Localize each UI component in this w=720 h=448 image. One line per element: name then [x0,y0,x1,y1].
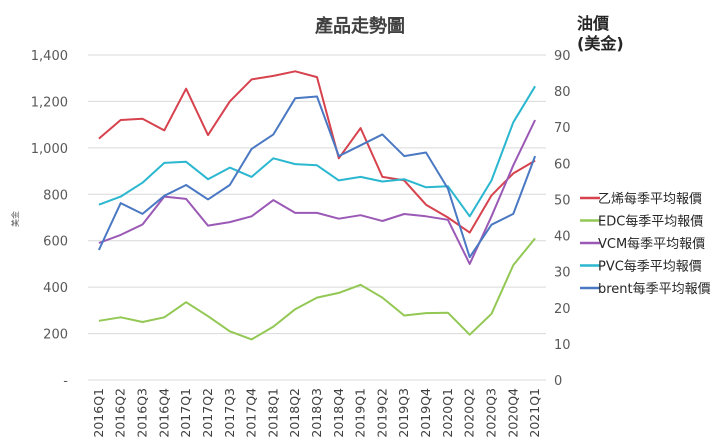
right-axis-ticks: 0 10 20 30 40 50 60 70 80 90 [554,49,571,389]
x-tick-label: 2018Q3 [309,388,324,438]
left-axis-label: 美金 [10,211,20,227]
left-axis-ticks: - 200 400 600 800 1,000 1,200 1,400 [31,49,69,389]
left-tick-label: 800 [43,188,68,203]
left-tick-label: 400 [43,281,68,296]
x-tick-label: 2017Q3 [222,388,237,438]
series-line-2 [98,119,537,265]
series-line-3 [98,85,536,218]
right-tick-label: 40 [554,230,571,245]
left-tick-label: 1,000 [31,142,68,157]
x-tick-label: 2019Q4 [418,388,433,438]
series-line-0 [98,70,536,234]
x-tick-label: 2017Q2 [200,388,215,438]
right-tick-label: 60 [554,157,571,172]
x-tick-label: 2020Q4 [505,388,520,438]
gridlines [88,54,546,381]
left-tick-label: 600 [43,235,68,250]
legend-label: 乙烯每季平均報價 [598,191,702,207]
x-tick-label: 2018Q4 [331,388,346,438]
x-tick-label: 2016Q1 [91,388,106,438]
right-axis-title-line1: 油價 [577,14,610,33]
chart-title: 產品走勢圖 [315,15,405,37]
right-tick-label: 20 [554,302,571,317]
series-lines [97,70,537,341]
x-tick-label: 2019Q2 [374,388,389,438]
right-axis-title-line2: (美金) [577,34,624,53]
legend-label: PVC每季平均報價 [598,259,702,275]
x-tick-label: 2021Q1 [527,388,542,438]
legend-label: VCM每季平均報價 [598,236,705,252]
x-tick-label: 2016Q3 [135,388,150,438]
x-tick-label: 2016Q2 [113,388,128,438]
right-tick-label: 30 [554,266,571,281]
x-tick-label: 2016Q4 [156,388,171,438]
x-tick-label: 2020Q2 [462,388,477,438]
x-tick-label: 2017Q1 [178,388,193,438]
left-tick-label: 1,400 [31,49,68,64]
series-line-1 [98,237,536,341]
x-tick-label: 2019Q1 [353,388,368,438]
right-tick-label: 50 [554,193,571,208]
right-tick-label: 80 [554,85,571,100]
right-tick-label: 0 [554,374,562,389]
x-tick-label: 2017Q4 [244,388,259,438]
legend-label: brent每季平均報價 [598,281,711,297]
legend-label: EDC每季平均報價 [598,214,703,230]
x-tick-label: 2020Q3 [483,388,498,438]
x-axis-ticks: 2016Q1 2016Q2 2016Q3 2016Q4 2017Q1 2017Q2 2017… [91,388,542,438]
left-tick-label: 1,200 [31,95,68,110]
left-tick-label: - [63,374,68,389]
right-tick-label: 70 [554,121,571,136]
right-tick-label: 90 [554,49,571,64]
x-tick-label: 2020Q1 [440,388,455,438]
x-tick-label: 2019Q3 [396,388,411,438]
left-tick-label: 200 [43,328,68,343]
legend: 乙烯每季平均報價 EDC每季平均報價 VCM每季平均報價 PVC每季平均報價 brent… [580,191,711,297]
x-tick-label: 2018Q2 [287,388,302,438]
x-tick-label: 2018Q1 [265,388,280,438]
series-line-4 [97,95,537,259]
right-tick-label: 10 [554,338,571,353]
